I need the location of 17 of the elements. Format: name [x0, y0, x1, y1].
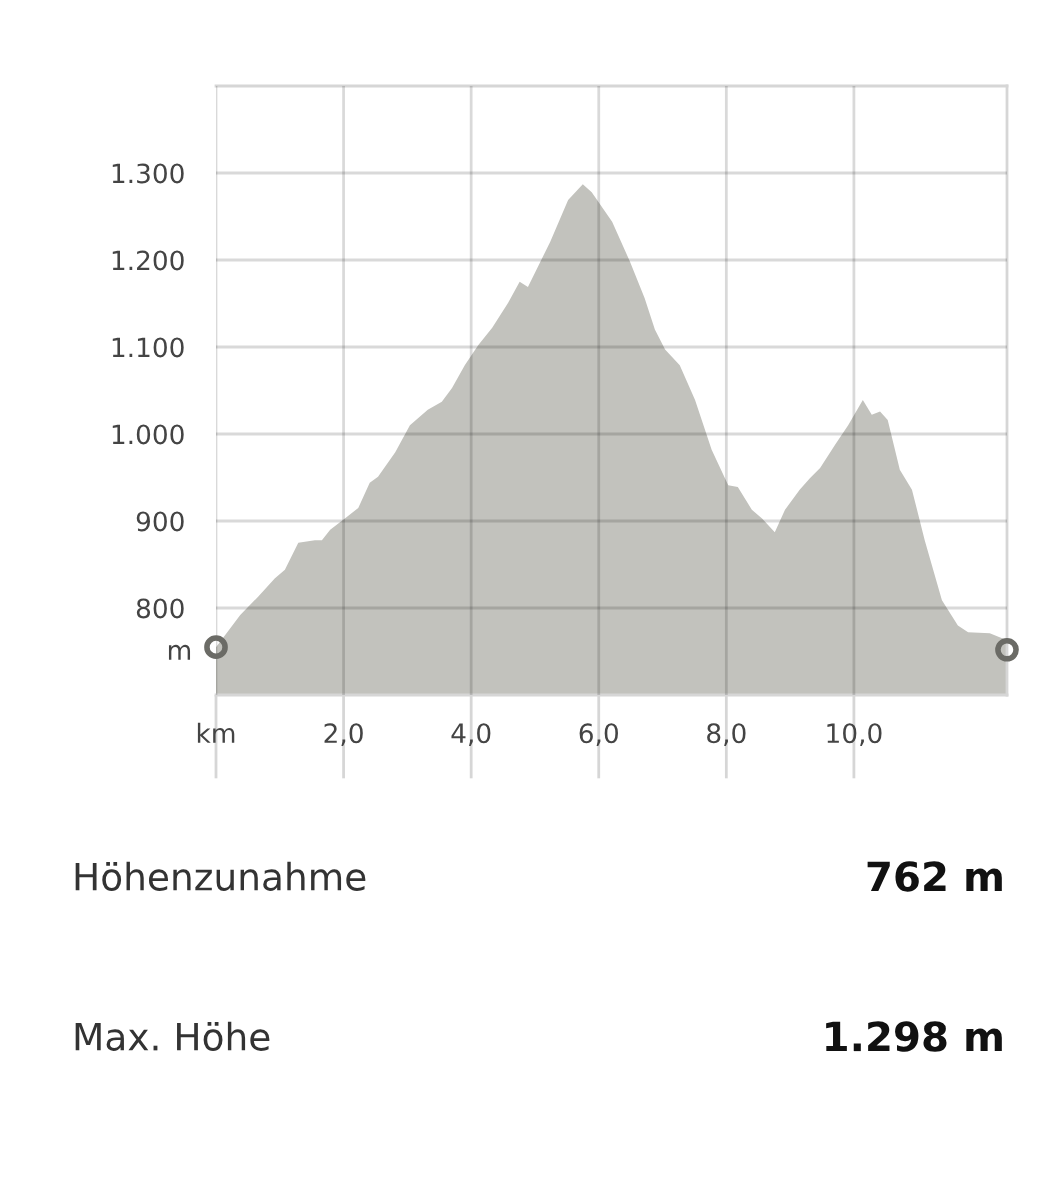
y-tick-label: 1.200: [112, 250, 184, 271]
y-tick-label: 1.000: [112, 424, 184, 445]
text: Max. Höhe: [75, 1021, 270, 1051]
text: 762 m: [867, 861, 1002, 892]
y-tick-label: 800: [136, 598, 184, 619]
text: Höhenzunahme: [75, 861, 366, 891]
x-tick-label: 6,0: [579, 723, 618, 746]
text: 1.298 m: [826, 1021, 1002, 1052]
x-tick-label: 10,0: [827, 723, 882, 746]
y-tick-label: 900: [136, 511, 184, 532]
x-tick-label: 4,0: [451, 723, 491, 746]
y-tick-label: 1.100: [112, 337, 184, 358]
x-tick-label: 2,0: [324, 723, 363, 746]
x-tick-label: km: [197, 722, 235, 743]
y-tick-label: 1.300: [112, 163, 184, 184]
x-tick-label: 8,0: [707, 723, 746, 746]
y-axis-title: m: [168, 644, 191, 660]
